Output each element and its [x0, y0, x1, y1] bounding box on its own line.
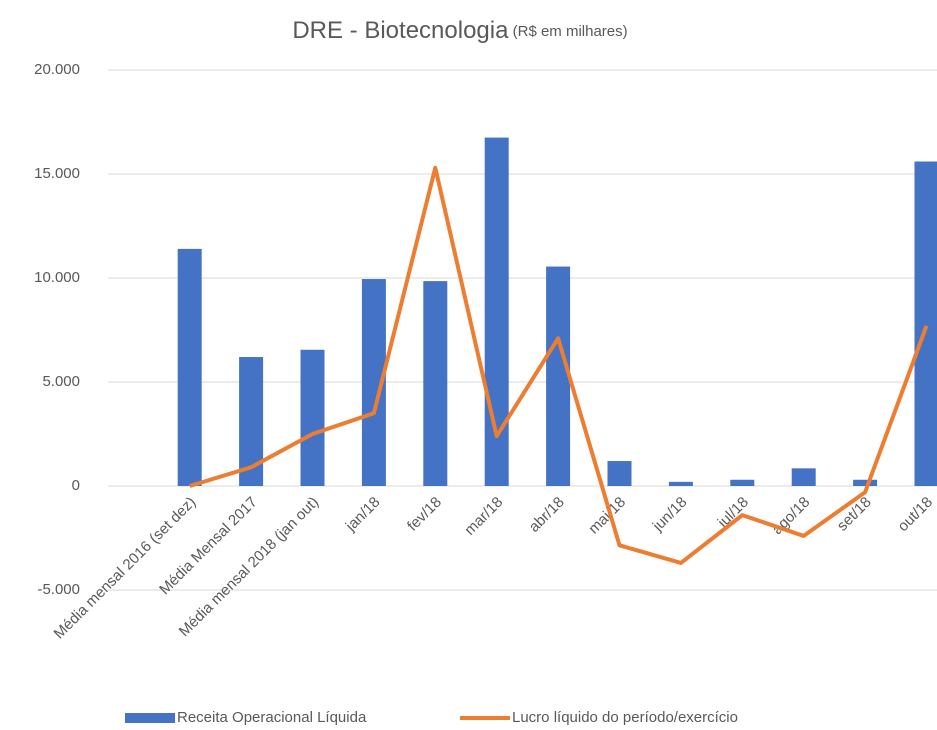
bar: [668, 481, 693, 486]
bar: [730, 479, 755, 486]
x-tick-label: mar/18: [461, 494, 506, 539]
bar: [914, 161, 937, 486]
legend-label: Receita Operacional Líquida: [177, 709, 367, 726]
x-tick-label: jul/18: [714, 494, 752, 532]
legend-swatch: [125, 713, 175, 723]
bar: [177, 248, 202, 486]
x-tick-label: jan/18: [342, 494, 384, 536]
x-tick-label: jun/18: [649, 494, 691, 536]
line: [189, 165, 929, 565]
x-tick-label: out/18: [895, 494, 937, 536]
subtitle: (R$ em milhares): [513, 23, 628, 40]
legend-label: Lucro líquido do período/exercício: [512, 709, 738, 726]
y-tick-label: 10.000: [34, 269, 80, 286]
chart-title: DRE - Biotecnologia (R$ em milhares): [292, 17, 627, 44]
bar: [423, 281, 448, 486]
title: DRE - Biotecnologia: [292, 17, 509, 44]
bar: [300, 349, 325, 486]
bar: [607, 461, 632, 486]
y-tick-label: 0: [72, 477, 80, 494]
y-tick-label: 5.000: [42, 373, 80, 390]
x-tick-label: abr/18: [526, 494, 568, 536]
bar: [853, 479, 878, 486]
bar: [791, 468, 816, 486]
x-tick-label: fev/18: [404, 494, 445, 535]
y-tick-label: 20.000: [34, 61, 80, 78]
y-tick-label: -5.000: [37, 581, 80, 598]
bar: [546, 266, 571, 486]
y-tick-label: 15.000: [34, 165, 80, 182]
